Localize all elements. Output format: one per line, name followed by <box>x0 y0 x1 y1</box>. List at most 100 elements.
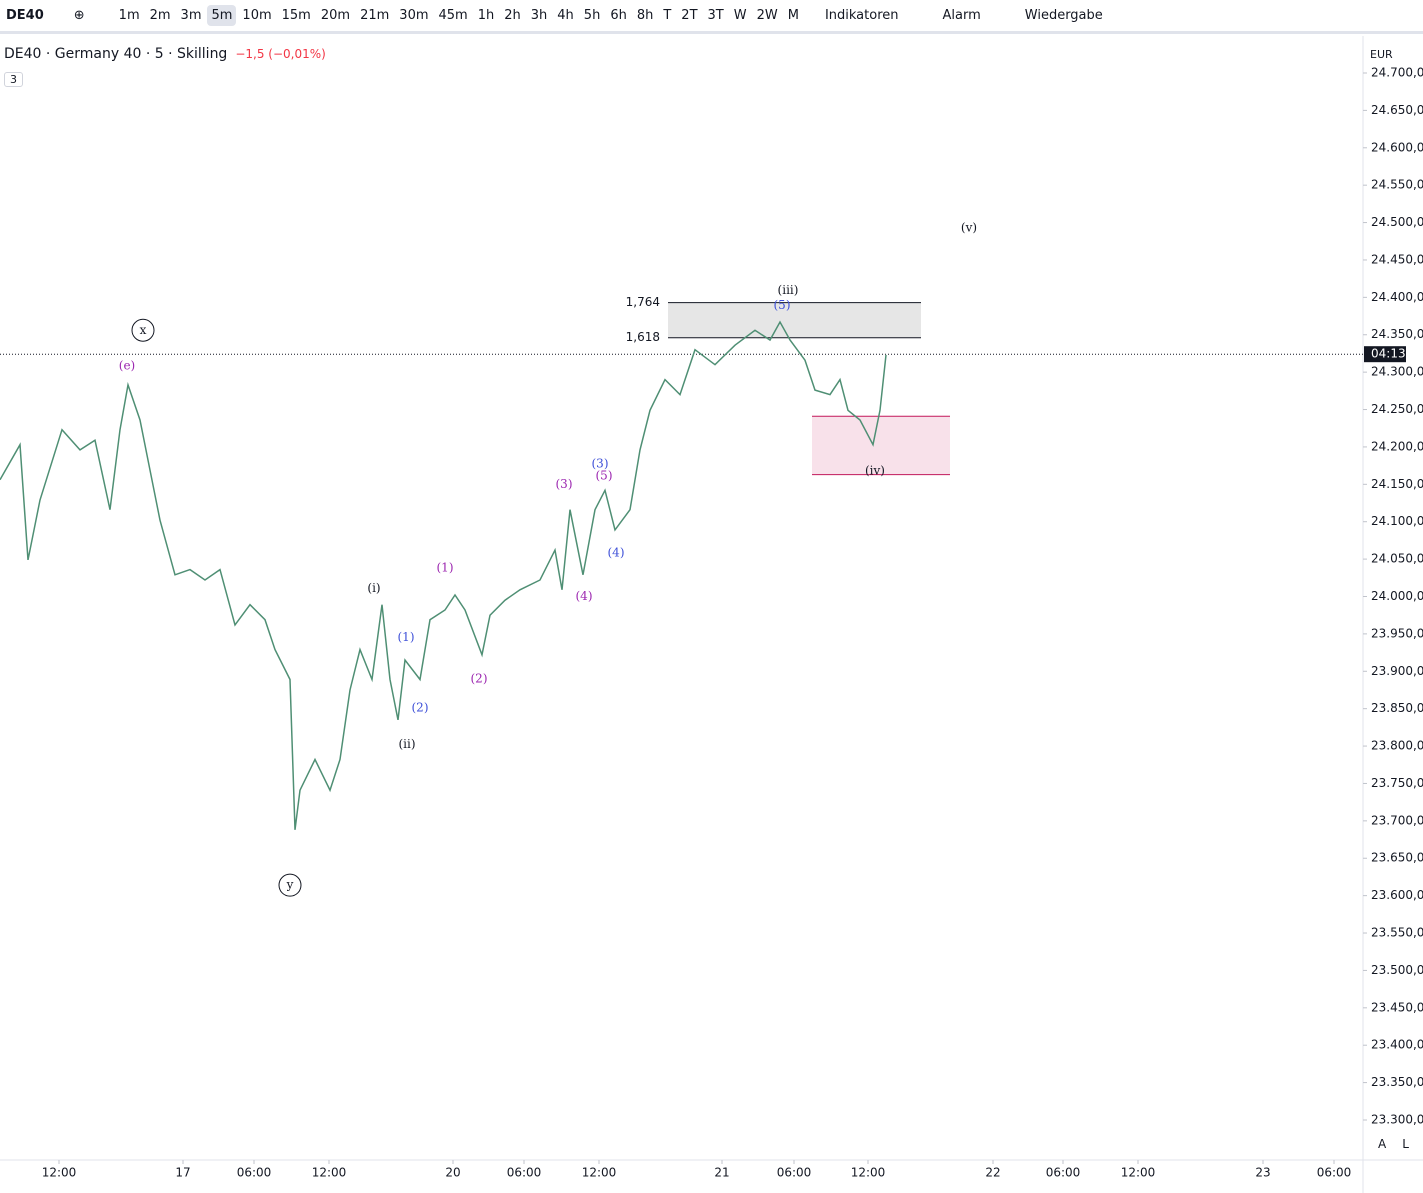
interval[interactable]: 15m <box>281 8 311 23</box>
y-tick-label: 23.350,0 <box>1371 1075 1423 1089</box>
interval[interactable]: 20m <box>320 8 351 23</box>
y-tick-label: 23.300,0 <box>1371 1112 1423 1126</box>
wave-label: (3) <box>556 477 573 491</box>
wave-label: (ii) <box>398 737 415 751</box>
chart: 23.300,0 23.350,0 23.400,0 23.450,0 23.500,0… <box>0 36 1423 1193</box>
wave-label: (4) <box>576 589 593 603</box>
interval[interactable]: 3h <box>530 8 548 23</box>
y-tick-label: 24.150,0 <box>1371 477 1423 491</box>
y-tick-label: 24.500,0 <box>1371 215 1423 229</box>
x-tick-label: 12:00 <box>312 1166 347 1180</box>
x-tick-label: 06:00 <box>777 1166 812 1180</box>
y-tick-label: 23.650,0 <box>1371 851 1423 865</box>
wave-label: (i) <box>367 581 380 595</box>
fib-zone <box>668 302 921 338</box>
y-tick-label: 24.050,0 <box>1371 552 1423 566</box>
interval[interactable]: 1m <box>118 8 140 23</box>
auto-button[interactable]: A <box>1378 1137 1387 1151</box>
wave-label: (e) <box>119 359 135 373</box>
y-tick-label: 24.550,0 <box>1371 178 1423 192</box>
x-tick-label: 21 <box>714 1166 729 1180</box>
interval[interactable]: 4h <box>557 8 574 23</box>
legend: DE40 · Germany 40 · 5 · Skilling −1,5 (−… <box>4 46 326 62</box>
interval[interactable]: T <box>663 8 672 23</box>
wave-label: (1) <box>398 630 415 644</box>
wave-label: y <box>286 878 294 892</box>
interval[interactable]: 2m <box>149 8 171 23</box>
interval[interactable]: 2W <box>756 8 778 23</box>
x-tick-label: 12:00 <box>1121 1166 1156 1180</box>
interval[interactable]: 2h <box>504 8 521 23</box>
interval[interactable]: 30m <box>399 8 429 23</box>
y-tick-label: 23.900,0 <box>1371 664 1423 678</box>
x-tick-label: 12:00 <box>582 1166 617 1180</box>
countdown: 04:13 <box>1371 347 1406 361</box>
wave-label: x <box>140 323 147 337</box>
y-tick-label: 24.400,0 <box>1371 290 1423 304</box>
y-tick-label: 24.600,0 <box>1371 140 1423 154</box>
wave-label: (2) <box>471 671 488 685</box>
replay[interactable]: Wiedergabe <box>1024 8 1103 23</box>
log-button[interactable]: L <box>1402 1137 1409 1151</box>
toolbar: DE40 ⊕ 1m 2m 3m 5m 10m 15m 20m 21m 30m 45m 1h 2h 3h 4… <box>0 0 1423 34</box>
interval[interactable]: 3m <box>180 8 202 23</box>
price-line <box>0 320 887 830</box>
legend-change: −1,5 (−0,01%) <box>235 47 326 61</box>
y-tick-label: 24.200,0 <box>1371 439 1423 453</box>
wave-label: (5) <box>596 469 613 483</box>
indicators[interactable]: Indikatoren <box>824 8 899 23</box>
y-tick-label: 24.450,0 <box>1371 252 1423 266</box>
wave-circle <box>131 318 155 342</box>
fib-label: 1,764 <box>626 295 660 309</box>
x-tick-label: 17 <box>175 1166 190 1180</box>
x-tick-label: 12:00 <box>851 1166 886 1180</box>
interval[interactable]: 45m <box>438 8 468 23</box>
y-tick-label: 23.850,0 <box>1371 701 1423 715</box>
wave-label: (v) <box>961 220 977 234</box>
interval[interactable]: 6h <box>610 8 627 23</box>
symbol[interactable]: DE40 <box>6 8 44 23</box>
interval[interactable]: 5h <box>583 8 601 23</box>
y-tick-label: 23.600,0 <box>1371 888 1423 902</box>
interval[interactable]: M <box>787 8 799 23</box>
x-tick-label: 06:00 <box>1046 1166 1081 1180</box>
interval[interactable]: 2T <box>681 8 698 23</box>
interval[interactable]: 5m <box>207 5 237 26</box>
y-tick-label: 24.650,0 <box>1371 103 1423 117</box>
wave-label: (1) <box>437 561 454 575</box>
y-tick-label: 23.800,0 <box>1371 739 1423 753</box>
interval[interactable]: 21m <box>360 8 390 23</box>
x-tick-label: 12:00 <box>42 1166 77 1180</box>
fib-label: 1,618 <box>626 330 660 344</box>
y-tick-label: 23.950,0 <box>1371 626 1423 640</box>
interval[interactable]: 3T <box>707 8 724 23</box>
wave-label: (iii) <box>778 283 799 297</box>
wave-label: (5) <box>774 298 791 312</box>
y-tick-label: 23.500,0 <box>1371 963 1423 977</box>
badge[interactable]: 3 <box>4 72 23 87</box>
add-symbol[interactable]: ⊕ <box>73 8 85 23</box>
axis-buttons: A L <box>1378 1137 1409 1151</box>
alarm[interactable]: Alarm <box>942 8 981 23</box>
x-tick-label: 22 <box>985 1166 1000 1180</box>
intervals: 1m 2m 3m 5m 10m 15m 20m 21m 30m 45m 1h 2h 3h 4h 5h 6h 8h… <box>85 5 803 26</box>
wave-label: (iv) <box>865 463 885 477</box>
interval[interactable]: 1h <box>477 8 495 23</box>
x-tick-label: 06:00 <box>507 1166 542 1180</box>
legend-title: DE40 · Germany 40 · 5 · Skilling <box>4 46 228 62</box>
x-tick-label: 20 <box>445 1166 460 1180</box>
interval[interactable]: 10m <box>242 8 272 23</box>
y-tick-label: 23.400,0 <box>1371 1038 1423 1052</box>
currency[interactable]: EUR <box>1370 48 1393 61</box>
wave-circle <box>278 873 302 897</box>
interval[interactable]: 8h <box>636 8 654 23</box>
current-price-box <box>1364 346 1406 363</box>
interval[interactable]: W <box>733 8 747 23</box>
y-tick-label: 24.250,0 <box>1371 402 1423 416</box>
x-tick-label: 23 <box>1255 1166 1270 1180</box>
y-tick-label: 23.550,0 <box>1371 926 1423 940</box>
target-zone <box>812 416 950 475</box>
wave-label: (2) <box>412 700 429 714</box>
y-tick-label: 24.350,0 <box>1371 327 1423 341</box>
